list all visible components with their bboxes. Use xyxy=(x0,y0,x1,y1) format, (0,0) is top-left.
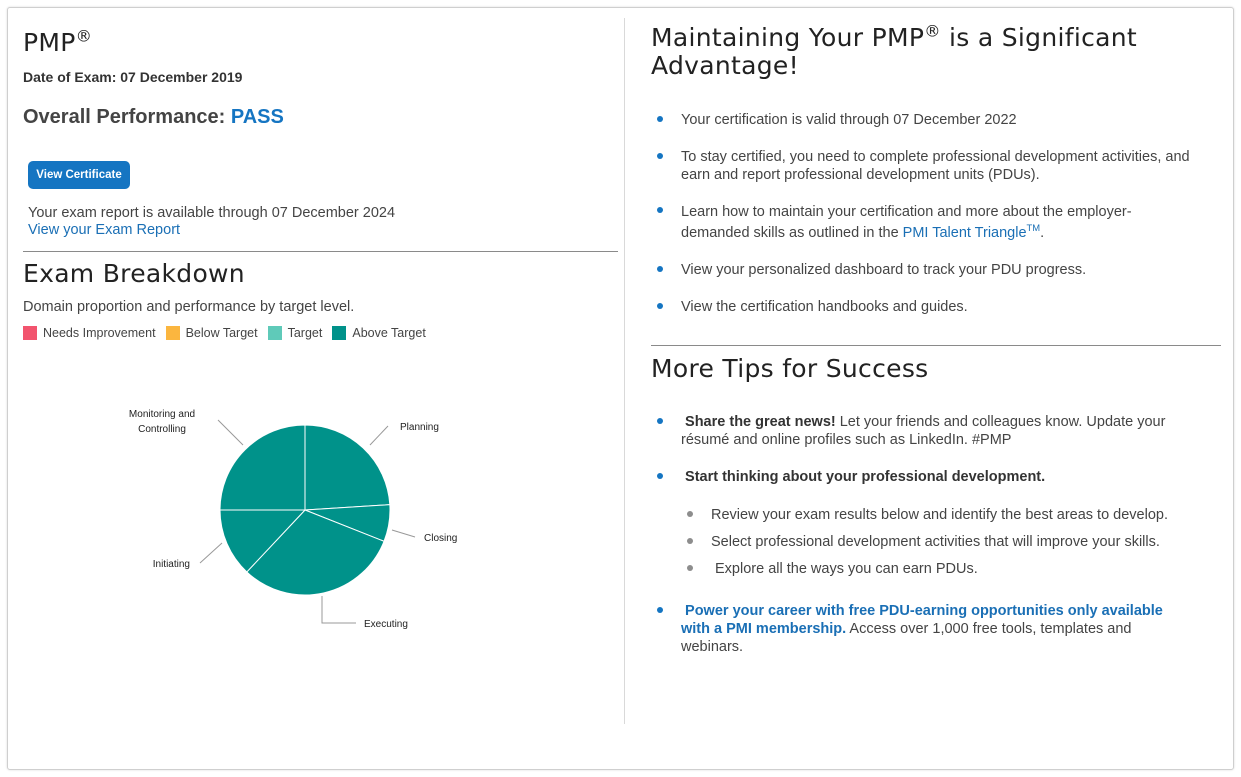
tip-share-news: Share the great news! Let your friends a… xyxy=(681,413,1201,449)
legend-label: Above Target xyxy=(352,326,426,340)
leader-line xyxy=(321,596,356,624)
performance-legend: Needs Improvement Below Target Target Ab… xyxy=(23,326,436,340)
sub-bullet-dot xyxy=(687,565,693,571)
sub-review-results: Review your exam results below and ident… xyxy=(711,507,1168,523)
legend-label: Needs Improvement xyxy=(43,326,156,340)
bullet-dot xyxy=(657,607,663,613)
pie-slice-monitoring-and-controlling xyxy=(219,424,306,511)
breakdown-subtitle: Domain proportion and performance by tar… xyxy=(23,299,355,315)
legend-swatch xyxy=(165,326,180,340)
bullet-dot xyxy=(657,153,663,159)
legend-needs-improvement: Needs Improvement xyxy=(23,326,156,340)
talent-triangle-link[interactable]: PMI Talent Triangle xyxy=(902,225,1027,241)
maintaining-title-b: is a Significant Advantage! xyxy=(651,23,1137,80)
title-text: PMP xyxy=(23,28,76,57)
legend-target: Target xyxy=(267,326,323,340)
pie-slice-executing xyxy=(246,509,385,596)
maintaining-title: Maintaining Your PMP® is a Significant A… xyxy=(651,21,1211,80)
period: . xyxy=(1040,225,1045,241)
legend-above-target: Above Target xyxy=(332,326,426,340)
bullet-dot xyxy=(657,266,663,272)
leader-line xyxy=(369,425,389,446)
sub-bullet-dot xyxy=(687,538,693,544)
bullet-dot xyxy=(657,207,663,213)
maintaining-title-a: Maintaining Your PMP xyxy=(651,23,925,52)
bullet-dot xyxy=(657,473,663,479)
overall-label: Overall Performance: xyxy=(23,106,231,128)
pie-label-initiating: Initiating xyxy=(153,559,190,570)
report-availability: Your exam report is available through 07… xyxy=(28,205,396,221)
sub-bullet-dot xyxy=(687,511,693,517)
talent-triangle-text: Learn how to maintain your certification… xyxy=(681,202,1151,244)
earn-pdus-link[interactable]: Explore all the ways you can earn PDUs. xyxy=(715,561,978,577)
tip-membership: Power your career with free PDU-earning … xyxy=(681,602,1186,656)
talent-triangle-desc: Learn how to maintain your certification… xyxy=(681,204,1132,241)
pie-label-planning: Planning xyxy=(400,422,439,433)
legend-label: Target xyxy=(287,326,323,340)
bullet-dot xyxy=(657,116,663,122)
pie-label-closing: Closing xyxy=(424,533,457,544)
legend-swatch xyxy=(332,326,347,340)
registered-mark: ® xyxy=(924,21,941,41)
view-exam-report-link[interactable]: View your Exam Report xyxy=(28,222,181,238)
trademark-mark: TM xyxy=(1026,222,1041,234)
registered-mark: ® xyxy=(75,26,93,46)
exam-breakdown-title: Exam Breakdown xyxy=(23,259,245,288)
report-card xyxy=(7,7,1234,770)
tips-title: More Tips for Success xyxy=(651,354,929,383)
pdu-dashboard-link[interactable]: View your personalized dashboard to trac… xyxy=(681,262,1087,278)
sub-select-activities: Select professional development activiti… xyxy=(711,534,1160,550)
leader-line xyxy=(199,542,223,564)
domain-pie-chart: Initiating Planning Executing Monitoring an… xyxy=(129,409,457,630)
pie-label-monitoring-and-controlling: Monitoring and Controlling xyxy=(129,409,195,435)
legend-swatch xyxy=(267,326,282,340)
tip-share-rest: Let your friends and colleagues know. Up… xyxy=(681,414,1166,448)
pie-slice-initiating xyxy=(219,509,307,573)
page-title: PMP® xyxy=(23,28,92,57)
tip-membership-rest: Access over 1,000 free tools, templates … xyxy=(681,621,1132,655)
legend-swatch xyxy=(23,326,37,340)
leader-line xyxy=(217,419,244,446)
left-divider xyxy=(23,251,618,252)
right-divider xyxy=(651,345,1221,346)
tip-prof-dev-bold: Start thinking about your professional d… xyxy=(685,469,1046,485)
bullet-dot xyxy=(657,418,663,424)
exam-date: Date of Exam: 07 December 2019 xyxy=(23,69,243,85)
overall-performance: Overall Performance: PASS xyxy=(23,106,284,129)
membership-link[interactable]: Power your career with free PDU-earning … xyxy=(681,603,1163,637)
tip-share-bold: Share the great news! xyxy=(685,414,836,430)
pie-slice-planning xyxy=(304,424,391,511)
leader-line xyxy=(391,529,416,538)
handbooks-link[interactable]: View the certification handbooks and gui… xyxy=(681,299,968,315)
bullet-dot xyxy=(657,303,663,309)
stay-certified-text: To stay certified, you need to complete … xyxy=(681,149,1190,183)
legend-below-target: Below Target xyxy=(165,326,258,340)
view-certificate-button[interactable]: View Certificate xyxy=(28,161,130,189)
column-divider xyxy=(624,18,625,724)
legend-label: Below Target xyxy=(185,326,258,340)
validity-text: Your certification is valid through 07 D… xyxy=(681,112,1017,128)
tip-prof-dev: Start thinking about your professional d… xyxy=(681,468,1201,486)
pie-label-executing: Executing xyxy=(364,619,408,630)
pass-status: PASS xyxy=(230,106,284,128)
